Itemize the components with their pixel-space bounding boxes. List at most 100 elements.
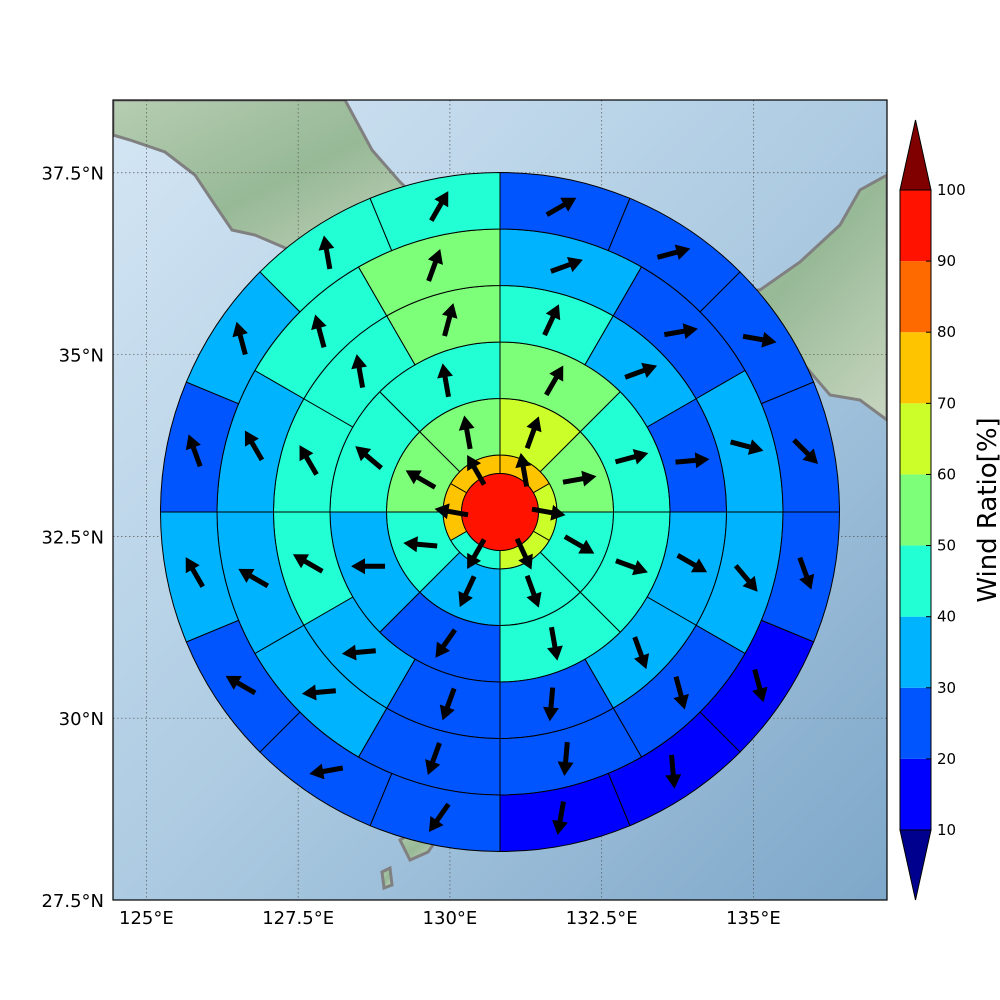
colorbar-bin	[900, 758, 931, 830]
wind-arrow	[547, 626, 563, 661]
wind-arrow	[458, 415, 475, 450]
colorbar-tick-label: 30	[937, 679, 956, 697]
wind-arrow	[632, 636, 650, 670]
colorbar-bin	[900, 545, 931, 617]
wind-arrow	[552, 801, 568, 835]
wind-arrow	[752, 668, 768, 703]
colorbar-tick-label: 10	[937, 821, 956, 839]
colorbar-under-extension	[899, 829, 932, 901]
longitude-tick-label: 130°E	[423, 908, 478, 929]
wind-arrow	[185, 434, 203, 468]
wind-arrow	[232, 321, 248, 356]
colorbar-tick-label: 20	[937, 750, 956, 768]
wind-arrow	[341, 644, 376, 661]
colorbar: 10 20 30 40 50 60 70 80 90 100	[899, 119, 966, 901]
wind-arrow	[542, 687, 559, 722]
wind-arrow	[656, 244, 691, 260]
wind-arrow	[675, 452, 710, 469]
colorbar-tick-label: 50	[937, 537, 956, 555]
wind-arrow	[615, 558, 648, 576]
longitude-tick-label: 135°E	[726, 908, 781, 929]
wind-arrow	[299, 445, 319, 476]
colorbar-bin	[900, 332, 931, 404]
wind-arrow	[425, 742, 442, 775]
wind-arrow	[676, 553, 708, 573]
wind-arrow	[238, 568, 270, 589]
wind-arrow	[355, 446, 383, 470]
wind-arrow	[437, 363, 453, 398]
wind-arrow	[185, 557, 205, 588]
colorbar-bin	[900, 616, 931, 688]
latitude-tick-labels: 37.5°N 35°N 32.5°N 30°N 27.5°N	[41, 164, 104, 912]
longitude-tick-label: 125°E	[119, 908, 174, 929]
colorbar-over-extension	[899, 119, 932, 191]
wind-arrow	[434, 503, 469, 520]
latitude-tick-label: 30°N	[59, 709, 104, 730]
wind-arrow	[797, 556, 815, 590]
colorbar-bin	[900, 474, 931, 546]
latitude-tick-label: 37.5°N	[41, 164, 104, 185]
wind-arrow	[244, 430, 265, 462]
colorbar-tick-label: 40	[937, 608, 956, 626]
wind-arrow	[515, 452, 532, 487]
wind-arrow	[550, 257, 583, 274]
wind-arrow	[311, 314, 327, 348]
colorbar-tick-label: 70	[937, 394, 956, 412]
wind-arrow	[742, 331, 777, 348]
wind-arrow	[458, 575, 477, 608]
wind-arrow	[544, 365, 564, 397]
wind-arrow	[562, 470, 597, 487]
island-coastline	[380, 865, 394, 891]
wind-arrow	[426, 249, 443, 282]
wind-arrow	[563, 534, 595, 554]
wind-arrow	[351, 558, 386, 575]
latitude-tick-label: 35°N	[59, 346, 104, 367]
wind-arrow	[467, 455, 487, 486]
colorbar-bin	[900, 403, 931, 475]
wind-arrow	[441, 303, 458, 337]
colorbar-label: Wind Ratio[%]	[973, 417, 1000, 602]
wind-direction-arrows	[185, 191, 818, 835]
wind-arrow	[624, 362, 658, 380]
longitude-tick-label: 127.5°E	[262, 908, 334, 929]
wind-arrow	[673, 676, 689, 710]
wind-arrow	[733, 564, 758, 592]
wind-arrow	[405, 470, 437, 490]
wind-arrow	[531, 504, 566, 521]
latitude-tick-label: 27.5°N	[41, 891, 104, 912]
wind-arrow	[318, 235, 335, 270]
wind-ratio-cells	[159, 171, 841, 853]
wind-arrow	[524, 574, 542, 608]
wind-arrow	[292, 554, 324, 574]
wind-arrow	[403, 536, 438, 553]
colorbar-bin	[900, 261, 931, 333]
map-area	[113, 100, 887, 900]
wind-arrow	[429, 191, 449, 222]
colorbar-tick-label: 90	[937, 252, 956, 270]
latitude-tick-label: 32.5°N	[41, 527, 104, 548]
colorbar-bin	[900, 190, 931, 262]
wind-arrow	[309, 763, 344, 780]
longitude-tick-label: 132.5°E	[566, 908, 638, 929]
wind-arrow	[792, 438, 818, 465]
wind-arrow	[301, 684, 337, 701]
wind-arrow	[467, 538, 487, 569]
wind-arrow	[665, 754, 682, 789]
wind-arrow	[663, 323, 698, 340]
wind-arrow	[542, 304, 561, 337]
wind-arrow	[524, 416, 542, 450]
wind-arrow	[614, 448, 649, 465]
colorbar-bin	[900, 687, 931, 759]
wind-arrow	[351, 354, 367, 389]
colorbar-tick-label: 80	[937, 323, 956, 341]
colorbar-tick-label: 100	[937, 181, 966, 199]
colorbar-tick-label: 60	[937, 465, 956, 483]
wind-arrow	[428, 802, 451, 833]
map-frame	[112, 99, 888, 901]
wind-arrow	[435, 628, 457, 658]
wind-arrow	[514, 537, 533, 570]
wind-arrow	[557, 741, 574, 777]
wind-arrow	[225, 675, 257, 696]
wind-arrow	[729, 439, 764, 455]
